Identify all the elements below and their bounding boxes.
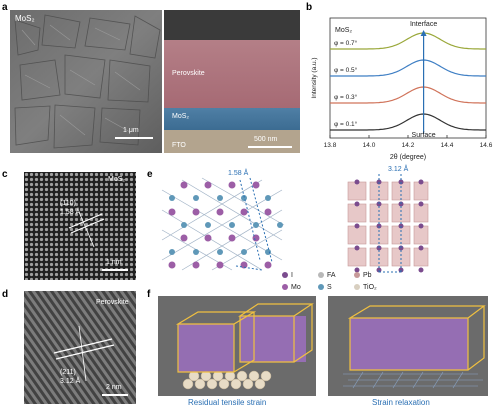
x-tick-label: 13.8: [324, 142, 337, 149]
strain-model-right: [328, 296, 488, 396]
spacing-marker: [235, 177, 273, 271]
legend-swatch: [282, 272, 288, 279]
mos2-crystal-structure: [161, 177, 285, 271]
perovskite-lattice: [178, 316, 306, 372]
sem-plan-label: MoS₂: [15, 14, 35, 23]
surface-label: Surface: [412, 132, 436, 139]
legend-label: Mo: [291, 284, 301, 291]
grain-boxes: [347, 305, 486, 371]
strain-model-render: [328, 296, 488, 396]
legend-item-mo: Mo: [282, 284, 301, 291]
panel-f-letter: f: [147, 289, 151, 300]
legend-swatch: [354, 284, 360, 291]
scale-bar: [102, 269, 128, 271]
series-line: [330, 86, 486, 104]
interface-label: Interface: [410, 21, 437, 28]
series-line: [330, 113, 486, 131]
spacing-label: 3.12 Å: [60, 378, 81, 385]
panel-d-tem: Perovskite (211) 3.12 Å 2 nm: [24, 291, 136, 404]
legend-label: S: [327, 284, 332, 291]
legend-item-fa: FA: [318, 272, 336, 279]
legend-label: Pb: [363, 272, 372, 279]
sulfur-atoms: [169, 195, 283, 255]
legend-swatch: [318, 284, 324, 291]
series-label: φ = 0.1°: [334, 120, 358, 128]
legend-item-s: S: [318, 284, 332, 291]
pbi6-octahedra: [347, 181, 429, 267]
perovskite-lattice: [350, 318, 468, 370]
x-axis-label: 2θ (degree): [390, 154, 426, 161]
legend-label: FA: [327, 272, 336, 279]
material-label: MoS₂: [108, 176, 126, 183]
strain-model-render: [158, 296, 316, 396]
scale-bar-label: 500 nm: [254, 136, 278, 143]
legend-swatch: [318, 272, 324, 279]
tem-lattice-image: [24, 291, 136, 404]
panel-a-sem-plan-view: MoS₂ 1 μm: [10, 10, 162, 153]
scale-bar: [248, 146, 292, 148]
perovskite-spacing-label: 3.12 Å: [388, 166, 409, 173]
legend-item-tio2: TiO₂: [354, 284, 377, 291]
material-label: Perovskite: [96, 299, 129, 306]
molybdenum-atoms: [168, 181, 272, 269]
panel-a-letter: a: [2, 2, 8, 13]
perovskite-crystal-structure: [347, 174, 429, 273]
peak-arrow-head: [420, 30, 427, 36]
mos2-spacing-label: 1.58 Å: [228, 170, 249, 177]
tem-lattice-image: [24, 172, 136, 280]
mos2-lattice-bonds: [161, 177, 285, 271]
material-label: MoS₂: [335, 27, 352, 34]
tio2-spheres: [182, 370, 272, 390]
scale-bar-label: 1 nm: [106, 259, 122, 266]
xrd-chart: 13.8 14.0 14.2 14.4 14.6 2θ (degree) Intensity…: [311, 17, 493, 161]
panel-b-letter: b: [306, 2, 313, 13]
panel-c-letter: c: [2, 169, 8, 180]
sem-plan-image: [10, 10, 162, 153]
plane-label: (110): [60, 200, 76, 207]
mos2-substrate: [343, 371, 483, 389]
mos2-layer: [164, 108, 300, 130]
y-axis-label: Intensity (a.u.): [311, 57, 318, 98]
plane-label: (211): [60, 369, 76, 376]
legend-swatch: [354, 272, 360, 279]
x-tick-label: 14.4: [441, 142, 454, 149]
series-label: φ = 0.7°: [334, 39, 358, 47]
x-tick-label: 14.2: [402, 142, 415, 149]
series-line: [330, 32, 486, 50]
legend-label: I: [291, 272, 293, 279]
fto-label: FTO: [172, 142, 186, 149]
legend-swatch: [282, 284, 288, 291]
legend-label: TiO₂: [363, 284, 377, 291]
legend-item-pb: Pb: [354, 272, 372, 279]
series-label: φ = 0.3°: [334, 93, 358, 101]
panel-e-letter: e: [147, 169, 153, 180]
left-caption: Residual tensile strain: [188, 398, 267, 407]
x-tick-label: 14.6: [480, 142, 493, 149]
panel-c-tem: MoS₂ (110) 1.58 Å 1 nm: [24, 172, 136, 280]
perovskite-layer: [164, 40, 300, 108]
spacing-label: 1.58 Å: [60, 209, 81, 216]
spacing-marker: [378, 174, 402, 273]
scale-bar-label: 2 nm: [106, 384, 122, 391]
strain-model-left: [158, 296, 316, 396]
series-label: φ = 0.5°: [334, 66, 358, 74]
scale-bar-label: 1 μm: [123, 127, 139, 134]
grain-boxes: [175, 303, 314, 373]
atom-legend: I FA Pb Mo S TiO₂: [282, 272, 392, 296]
x-tick-label: 14.0: [363, 142, 376, 149]
panel-d-letter: d: [2, 289, 9, 300]
mos2-layer-label: MoS₂: [172, 113, 190, 120]
panel-a-sem-cross-section: Perovskite MoS₂ FTO 500 nm: [164, 10, 300, 153]
series-line: [330, 59, 486, 77]
scale-bar: [115, 137, 153, 139]
scale-bar: [102, 394, 128, 396]
legend-item-i: I: [282, 272, 293, 279]
right-caption: Strain relaxation: [372, 398, 430, 407]
perovskite-label: Perovskite: [172, 70, 205, 77]
